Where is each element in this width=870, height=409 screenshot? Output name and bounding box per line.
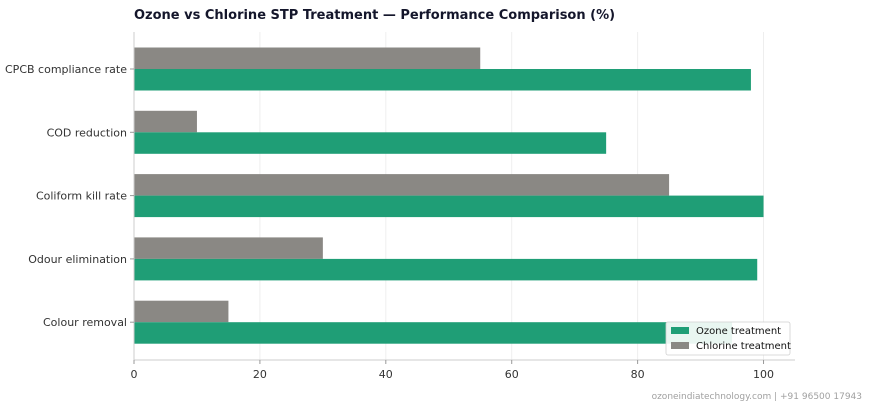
bar-ozone-3 [134,258,758,281]
bar-ozone-0 [134,69,751,91]
bar-chlorine-0 [134,47,481,69]
category-labels: CPCB compliance rate COD reduction Colifor… [5,63,134,329]
legend-swatch-chlorine [671,342,689,349]
x-tick-label-0: 0 [131,368,138,381]
x-tick-label-4: 80 [631,368,645,381]
category-label-3: Odour elimination [28,253,127,266]
bar-chlorine-3 [134,237,323,259]
bar-chlorine-4 [134,300,229,323]
category-label-2: Coliform kill rate [36,190,127,203]
legend-label-ozone: Ozone treatment [696,326,781,337]
legend-swatch-ozone [671,327,689,334]
x-tick-labels: 0 20 40 60 80 100 [131,360,774,381]
footer-credit: ozoneindiatechnology.com | +91 96500 179… [652,392,862,402]
x-tick-label-3: 60 [505,368,519,381]
x-tick-label-1: 20 [253,368,267,381]
bar-ozone-1 [134,132,607,154]
bar-ozone-2 [134,195,764,218]
bar-chlorine-2 [134,174,670,196]
bars [134,47,764,344]
legend-label-chlorine: Chlorine treatment [696,341,791,352]
category-label-0: CPCB compliance rate [5,63,127,76]
legend-box [665,321,791,356]
x-tick-label-2: 40 [379,368,393,381]
legend: Ozone treatment Chlorine treatment [665,321,791,356]
x-tick-label-5: 100 [753,368,774,381]
category-label-1: COD reduction [47,126,127,139]
bar-chlorine-1 [134,110,197,133]
category-label-4: Colour removal [43,316,127,329]
chart-title: Ozone vs Chlorine STP Treatment — Perfor… [134,8,615,23]
bar-ozone-4 [134,322,733,344]
